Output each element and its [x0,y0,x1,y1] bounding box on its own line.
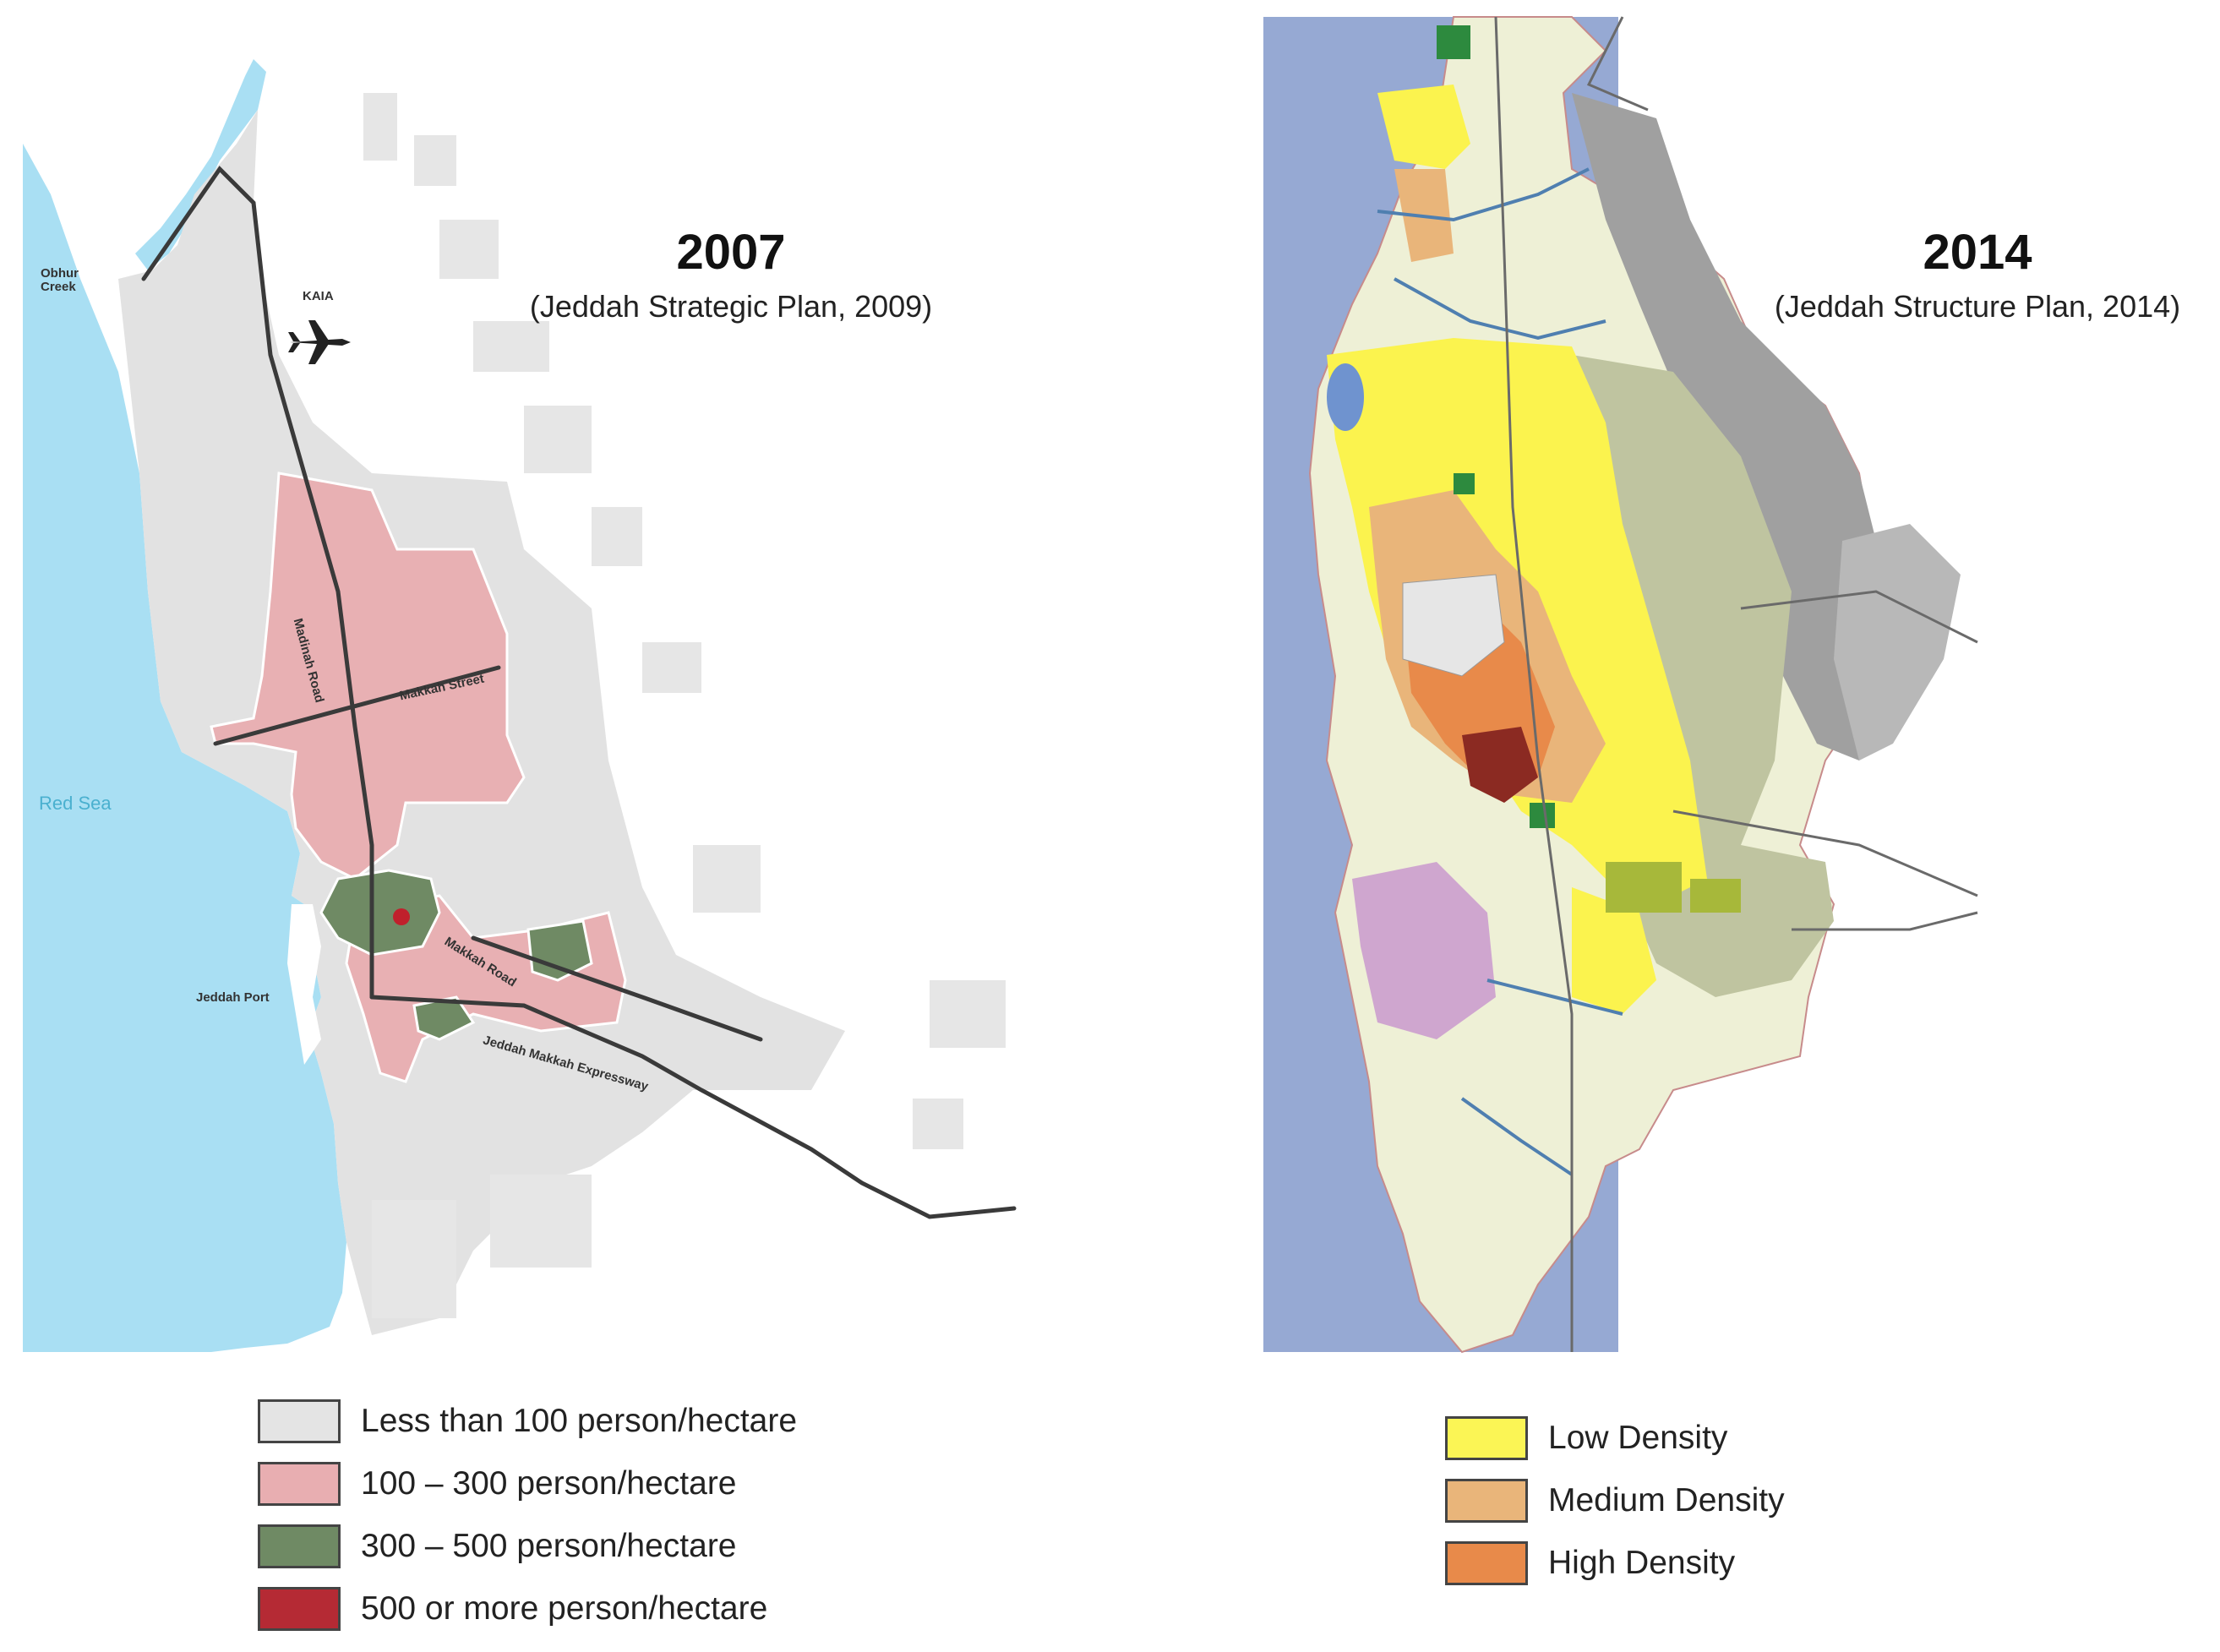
legend-item: 300 – 500 person/hectare [258,1515,797,1578]
left-map-title: 2007 (Jeddah Strategic Plan, 2009) [490,228,972,324]
right-map-legend: Low Density Medium Density High Density [1445,1407,1785,1595]
legend-item: 500 or more person/hectare [258,1578,797,1640]
legend-label: Less than 100 person/hectare [361,1403,798,1439]
legend-label: Low Density [1548,1420,1728,1456]
legend-item: Less than 100 person/hectare [258,1390,797,1453]
legend-swatch [1445,1541,1528,1585]
left-map-legend: Less than 100 person/hectare 100 – 300 p… [258,1390,797,1640]
low-density-zone-south [1572,887,1656,1014]
left-map-panel: Obhur Creek KAIA Red Sea Jeddah Port Mad… [0,0,1099,1652]
legend-swatch [258,1462,341,1506]
jeddah-port-label: Jeddah Port [196,990,270,1005]
airplane-icon [288,320,351,364]
right-map-panel: 2014 (Jeddah Structure Plan, 2014) Low D… [1099,0,2220,1652]
legend-item: 100 – 300 person/hectare [258,1453,797,1515]
density-zone-300-500-south [412,995,476,1041]
legend-item: Medium Density [1445,1469,1785,1532]
legend-swatch [258,1587,341,1631]
obhur-creek [135,59,266,270]
legend-swatch [1445,1479,1528,1523]
legend-item: Low Density [1445,1407,1785,1469]
scattered-urban-blocks [363,93,1006,1318]
red-sea-label: Red Sea [39,793,112,814]
right-map-title: 2014 (Jeddah Structure Plan, 2014) [1741,228,2214,324]
industrial-zone [1352,862,1496,1039]
legend-item: High Density [1445,1532,1785,1595]
legend-label: 100 – 300 person/hectare [361,1465,737,1502]
legend-label: High Density [1548,1545,1736,1581]
road-network [141,166,1017,1219]
legend-swatch [1445,1416,1528,1460]
jeddah-port-piers [287,904,321,1065]
high-density-core [1462,727,1538,803]
density-zone-500-plus [393,908,410,925]
left-sea [23,144,346,1352]
terrain-hills-east [1834,524,1961,761]
legend-label: Medium Density [1548,1482,1785,1518]
right-density-map [1263,16,1978,1354]
right-map-source: (Jeddah Structure Plan, 2014) [1774,289,2181,324]
low-density-zone-north [1377,85,1470,169]
legend-swatch [258,1399,341,1443]
green-areas [1437,25,1741,913]
left-density-map [23,59,1017,1352]
legend-swatch [258,1524,341,1568]
density-zone-100-300 [210,472,526,881]
right-road-network [1494,16,1978,1352]
open-area [1402,574,1505,677]
kaia-label: KAIA [303,289,334,303]
legend-label: 500 or more person/hectare [361,1590,768,1627]
right-map-year: 2014 [1923,225,2032,280]
wadi-channels [1377,167,1623,1176]
terrain-hills [1572,93,1901,761]
left-map-year: 2007 [676,225,786,280]
obhur-creek-label: Obhur Creek [41,266,79,294]
coastal-lagoon [1327,363,1364,431]
density-zone-300-500 [319,869,441,957]
left-map-source: (Jeddah Strategic Plan, 2009) [529,289,933,324]
legend-label: 300 – 500 person/hectare [361,1528,737,1564]
